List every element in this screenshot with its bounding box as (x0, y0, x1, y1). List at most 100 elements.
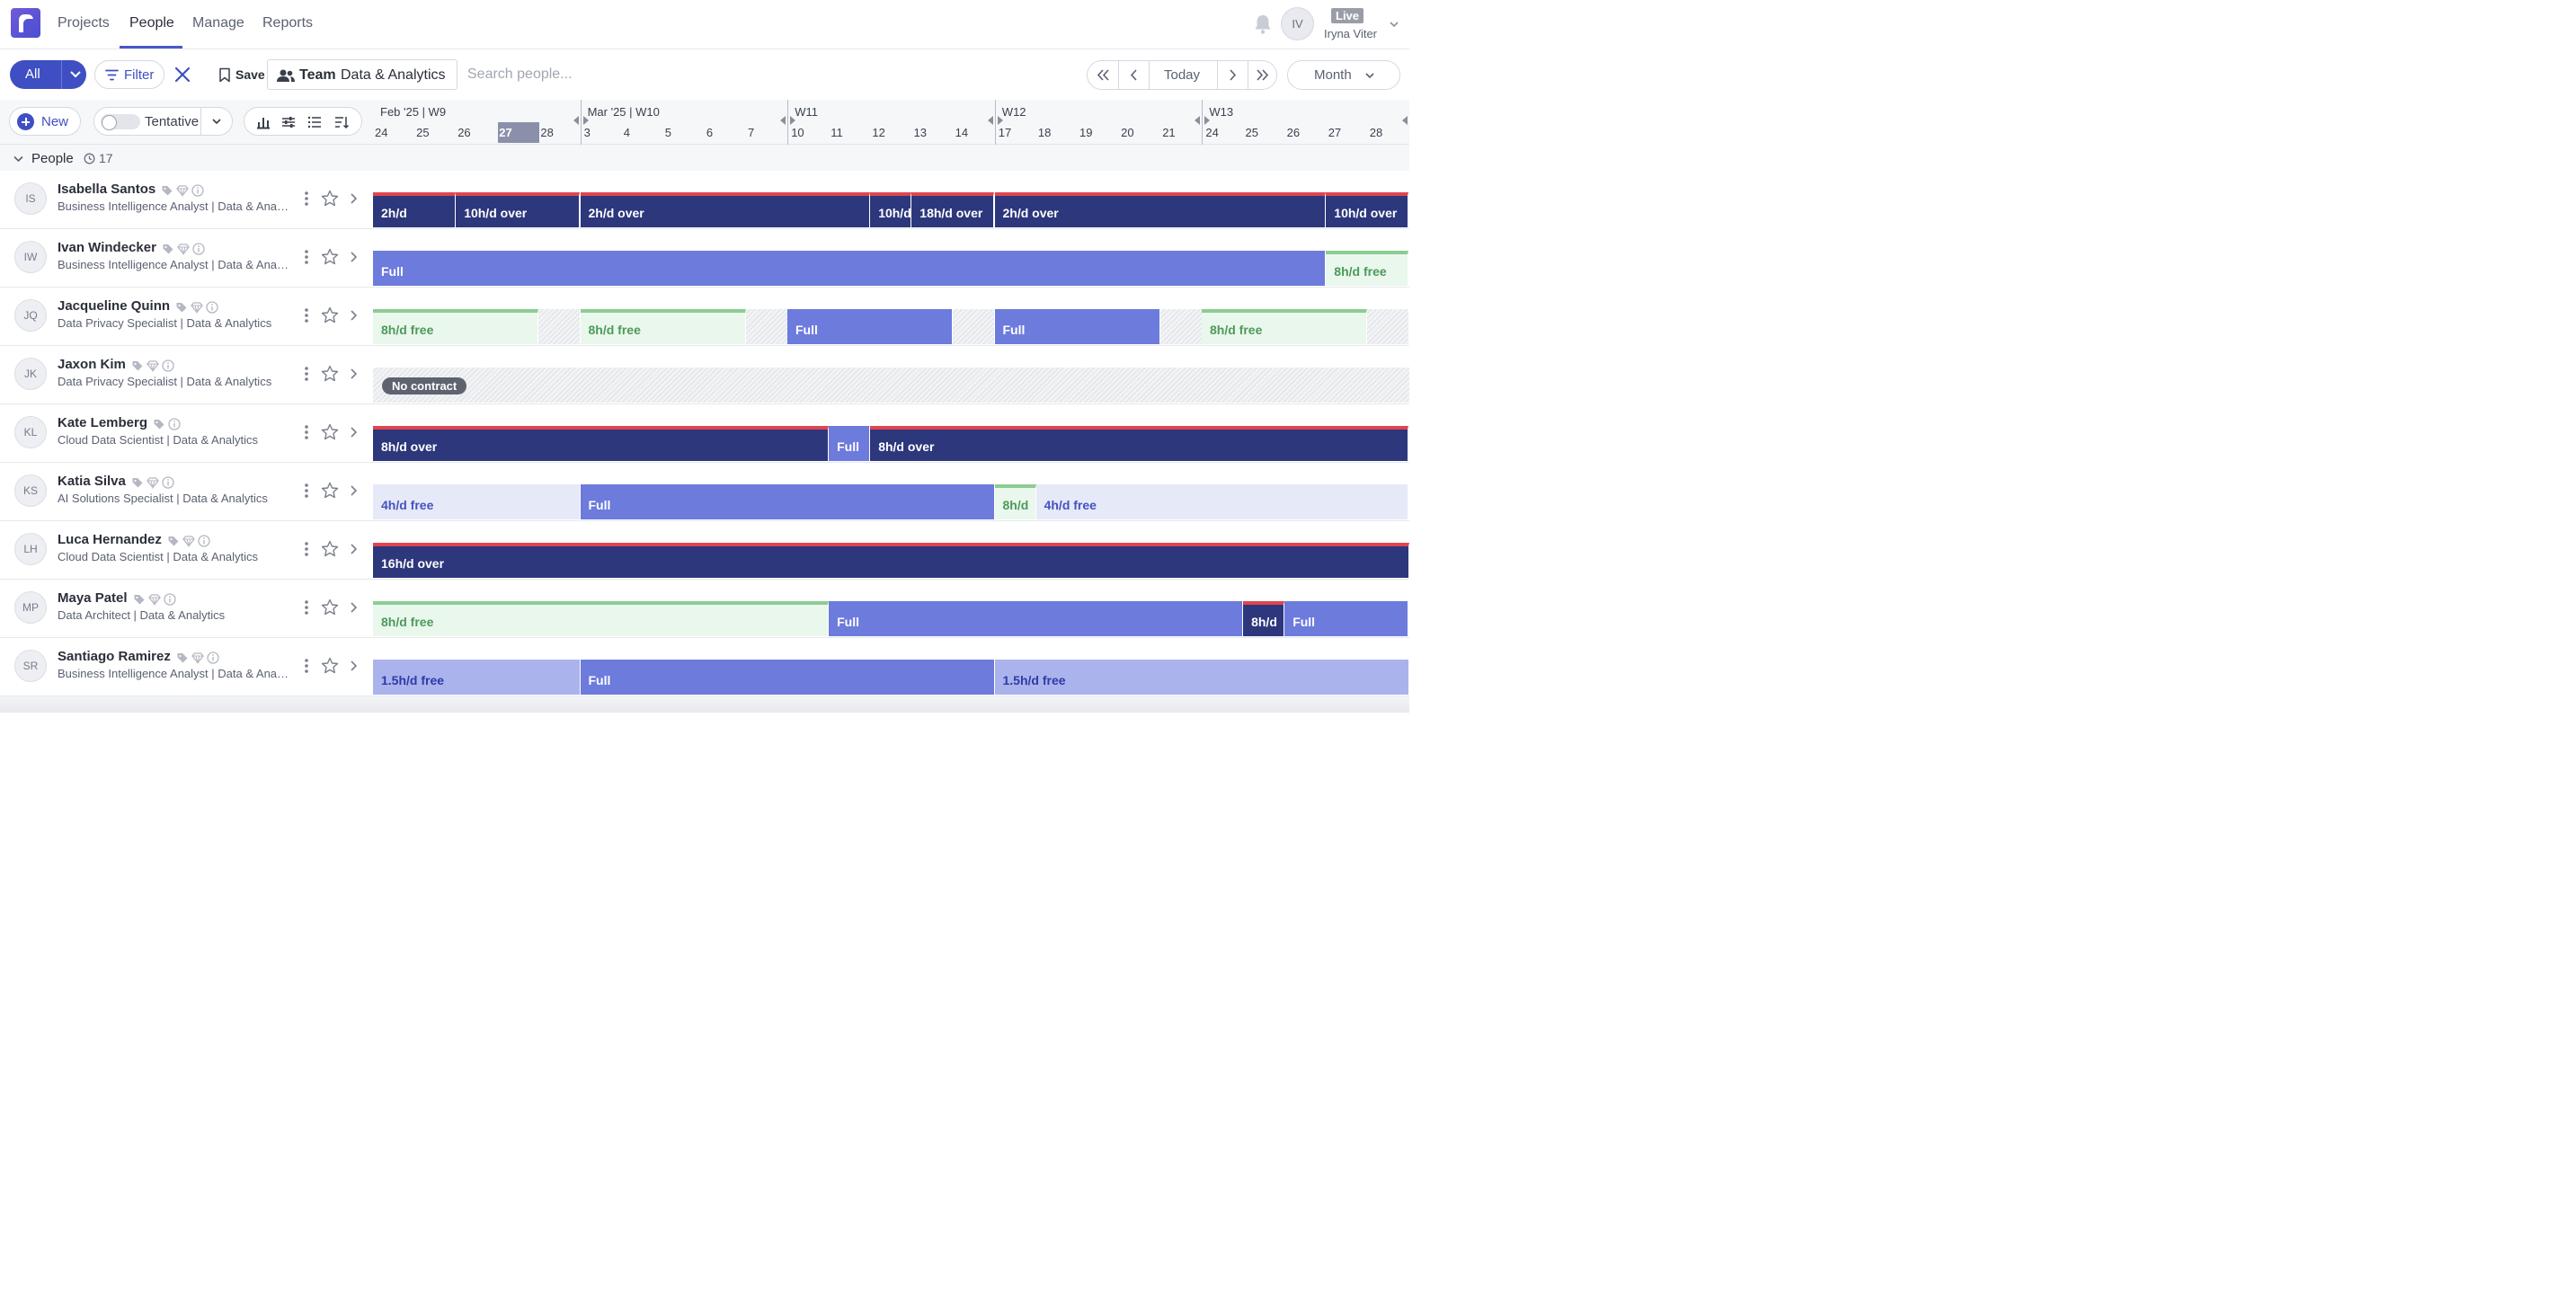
tag-icon[interactable] (153, 418, 165, 430)
diamond-icon[interactable] (147, 593, 161, 606)
star-icon[interactable] (321, 423, 339, 440)
person-row[interactable]: JK Jaxon Kim Data Privacy Specialist | Dat… (0, 346, 373, 404)
next-icon[interactable] (1218, 61, 1248, 89)
allocation-bar[interactable]: Full (1284, 601, 1409, 636)
filter-button[interactable]: Filter (94, 60, 164, 89)
diamond-icon[interactable] (176, 184, 190, 197)
scope-all-button[interactable]: All (10, 60, 86, 89)
star-icon[interactable] (321, 248, 339, 265)
previous-icon[interactable] (1119, 61, 1149, 89)
diamond-icon[interactable] (177, 243, 190, 255)
person-row[interactable]: SR Santiago Ramirez Business Intelligence … (0, 638, 373, 696)
info-icon[interactable] (192, 243, 205, 255)
tab-manage[interactable]: Manage (192, 15, 244, 31)
jump-forward-icon[interactable] (1248, 61, 1277, 89)
chevron-down-icon[interactable] (13, 155, 24, 164)
allocation-bar[interactable]: 8h/d free (373, 601, 830, 636)
allocation-bar[interactable]: 10h/d over (456, 192, 581, 227)
diamond-icon[interactable] (182, 535, 195, 547)
tab-reports[interactable]: Reports (262, 15, 314, 31)
star-icon[interactable] (321, 598, 339, 616)
allocation-lane[interactable]: 8h/d free Full 8h/d Full (373, 580, 1409, 638)
today-button[interactable]: Today (1164, 67, 1201, 83)
diamond-icon[interactable] (147, 359, 159, 372)
allocation-bar[interactable]: Full (787, 309, 954, 344)
allocation-bar[interactable]: Full (829, 426, 871, 461)
chevron-right-icon[interactable] (348, 251, 359, 263)
allocation-bar[interactable]: Full (994, 309, 1160, 344)
collapse-week-icon[interactable] (573, 116, 579, 125)
chevron-right-icon[interactable] (348, 484, 359, 497)
collapse-week-icon[interactable] (1195, 116, 1201, 125)
kebab-menu-icon[interactable] (301, 249, 312, 265)
allocation-bar[interactable]: 8h/d (1243, 601, 1285, 636)
allocation-bar[interactable]: 8h/d free (1202, 309, 1368, 344)
chevron-right-icon[interactable] (348, 660, 359, 672)
allocation-bar[interactable]: 8h/d free (1326, 251, 1409, 286)
allocation-bar[interactable]: Full (829, 601, 1244, 636)
sort-icon[interactable] (334, 115, 349, 129)
person-name[interactable]: Jacqueline Quinn (58, 298, 171, 314)
diamond-icon[interactable] (191, 652, 204, 664)
person-name[interactable]: Isabella Santos (58, 182, 156, 197)
person-row[interactable]: MP Maya Patel Data Architect | Data & Anal… (0, 580, 373, 638)
period-select[interactable]: Month (1287, 60, 1400, 90)
allocation-bar[interactable]: 4h/d free (373, 484, 581, 519)
expand-week-icon[interactable] (582, 116, 589, 125)
chevron-right-icon[interactable] (348, 309, 359, 322)
allocation-bar[interactable]: 1.5h/d free (373, 660, 581, 695)
kebab-menu-icon[interactable] (301, 191, 312, 207)
notification-bell-icon[interactable] (1253, 13, 1273, 35)
tag-icon[interactable] (131, 476, 144, 489)
collapse-week-icon[interactable] (1402, 116, 1408, 125)
allocation-bar[interactable]: 2h/d over (580, 192, 871, 227)
person-row[interactable]: JQ Jacqueline Quinn Data Privacy Specialis… (0, 288, 373, 346)
tab-projects[interactable]: Projects (58, 15, 110, 31)
kebab-menu-icon[interactable] (301, 599, 312, 616)
allocation-lane[interactable]: 8h/d over Full 8h/d over (373, 404, 1409, 463)
info-icon[interactable] (162, 359, 174, 372)
sliders-icon[interactable] (281, 115, 296, 129)
allocation-bar[interactable]: 16h/d over (373, 543, 1409, 578)
person-name[interactable]: Katia Silva (58, 474, 126, 489)
allocation-bar[interactable]: Full (580, 484, 995, 519)
chevron-right-icon[interactable] (348, 368, 359, 380)
person-row[interactable]: IW Ivan Windecker Business Intelligence An… (0, 229, 373, 288)
allocation-bar[interactable]: 18h/d over (911, 192, 995, 227)
person-row[interactable]: IS Isabella Santos Business Intelligence A… (0, 171, 373, 229)
star-icon[interactable] (321, 540, 339, 557)
new-button[interactable]: New (9, 107, 81, 136)
allocation-lane[interactable]: 1.5h/d free Full 1.5h/d free (373, 638, 1409, 696)
user-name[interactable]: Iryna Viter (1324, 27, 1378, 40)
tab-people[interactable]: People (129, 15, 174, 31)
expand-week-icon[interactable] (1204, 116, 1211, 125)
person-name[interactable]: Jaxon Kim (58, 357, 126, 372)
list-icon[interactable] (307, 115, 322, 129)
star-icon[interactable] (321, 365, 339, 382)
person-row[interactable]: KS Katia Silva AI Solutions Specialist | D… (0, 463, 373, 521)
team-filter-chip[interactable]: Team Data & Analytics (267, 59, 457, 90)
clear-filters-icon[interactable] (174, 66, 191, 83)
tag-icon[interactable] (175, 301, 188, 314)
allocation-bar[interactable]: 10h/d over (1326, 192, 1409, 227)
person-row[interactable]: KL Kate Lemberg Cloud Data Scientist | Dat… (0, 404, 373, 463)
star-icon[interactable] (321, 657, 339, 674)
kebab-menu-icon[interactable] (301, 366, 312, 382)
allocation-bar[interactable]: 2h/d (373, 192, 457, 227)
bar-chart-icon[interactable] (256, 115, 271, 129)
chevron-down-icon[interactable] (1389, 19, 1399, 30)
allocation-bar[interactable]: 8h/d over (373, 426, 830, 461)
tag-icon[interactable] (176, 652, 189, 664)
allocation-bar[interactable]: 8h/d (994, 484, 1036, 519)
kebab-menu-icon[interactable] (301, 658, 312, 674)
info-icon[interactable] (168, 418, 181, 430)
diamond-icon[interactable] (147, 476, 159, 489)
allocation-lane[interactable]: 16h/d over (373, 521, 1409, 580)
tag-icon[interactable] (131, 359, 144, 372)
user-avatar[interactable]: IV (1281, 7, 1314, 40)
allocation-bar[interactable]: 4h/d free (1035, 484, 1409, 519)
jump-back-icon[interactable] (1088, 61, 1118, 89)
expand-week-icon[interactable] (997, 116, 1003, 125)
app-logo[interactable] (11, 8, 40, 38)
allocation-lane[interactable]: 2h/d 10h/d over 2h/d over 10h/d 18h/d over 2h… (373, 171, 1409, 229)
